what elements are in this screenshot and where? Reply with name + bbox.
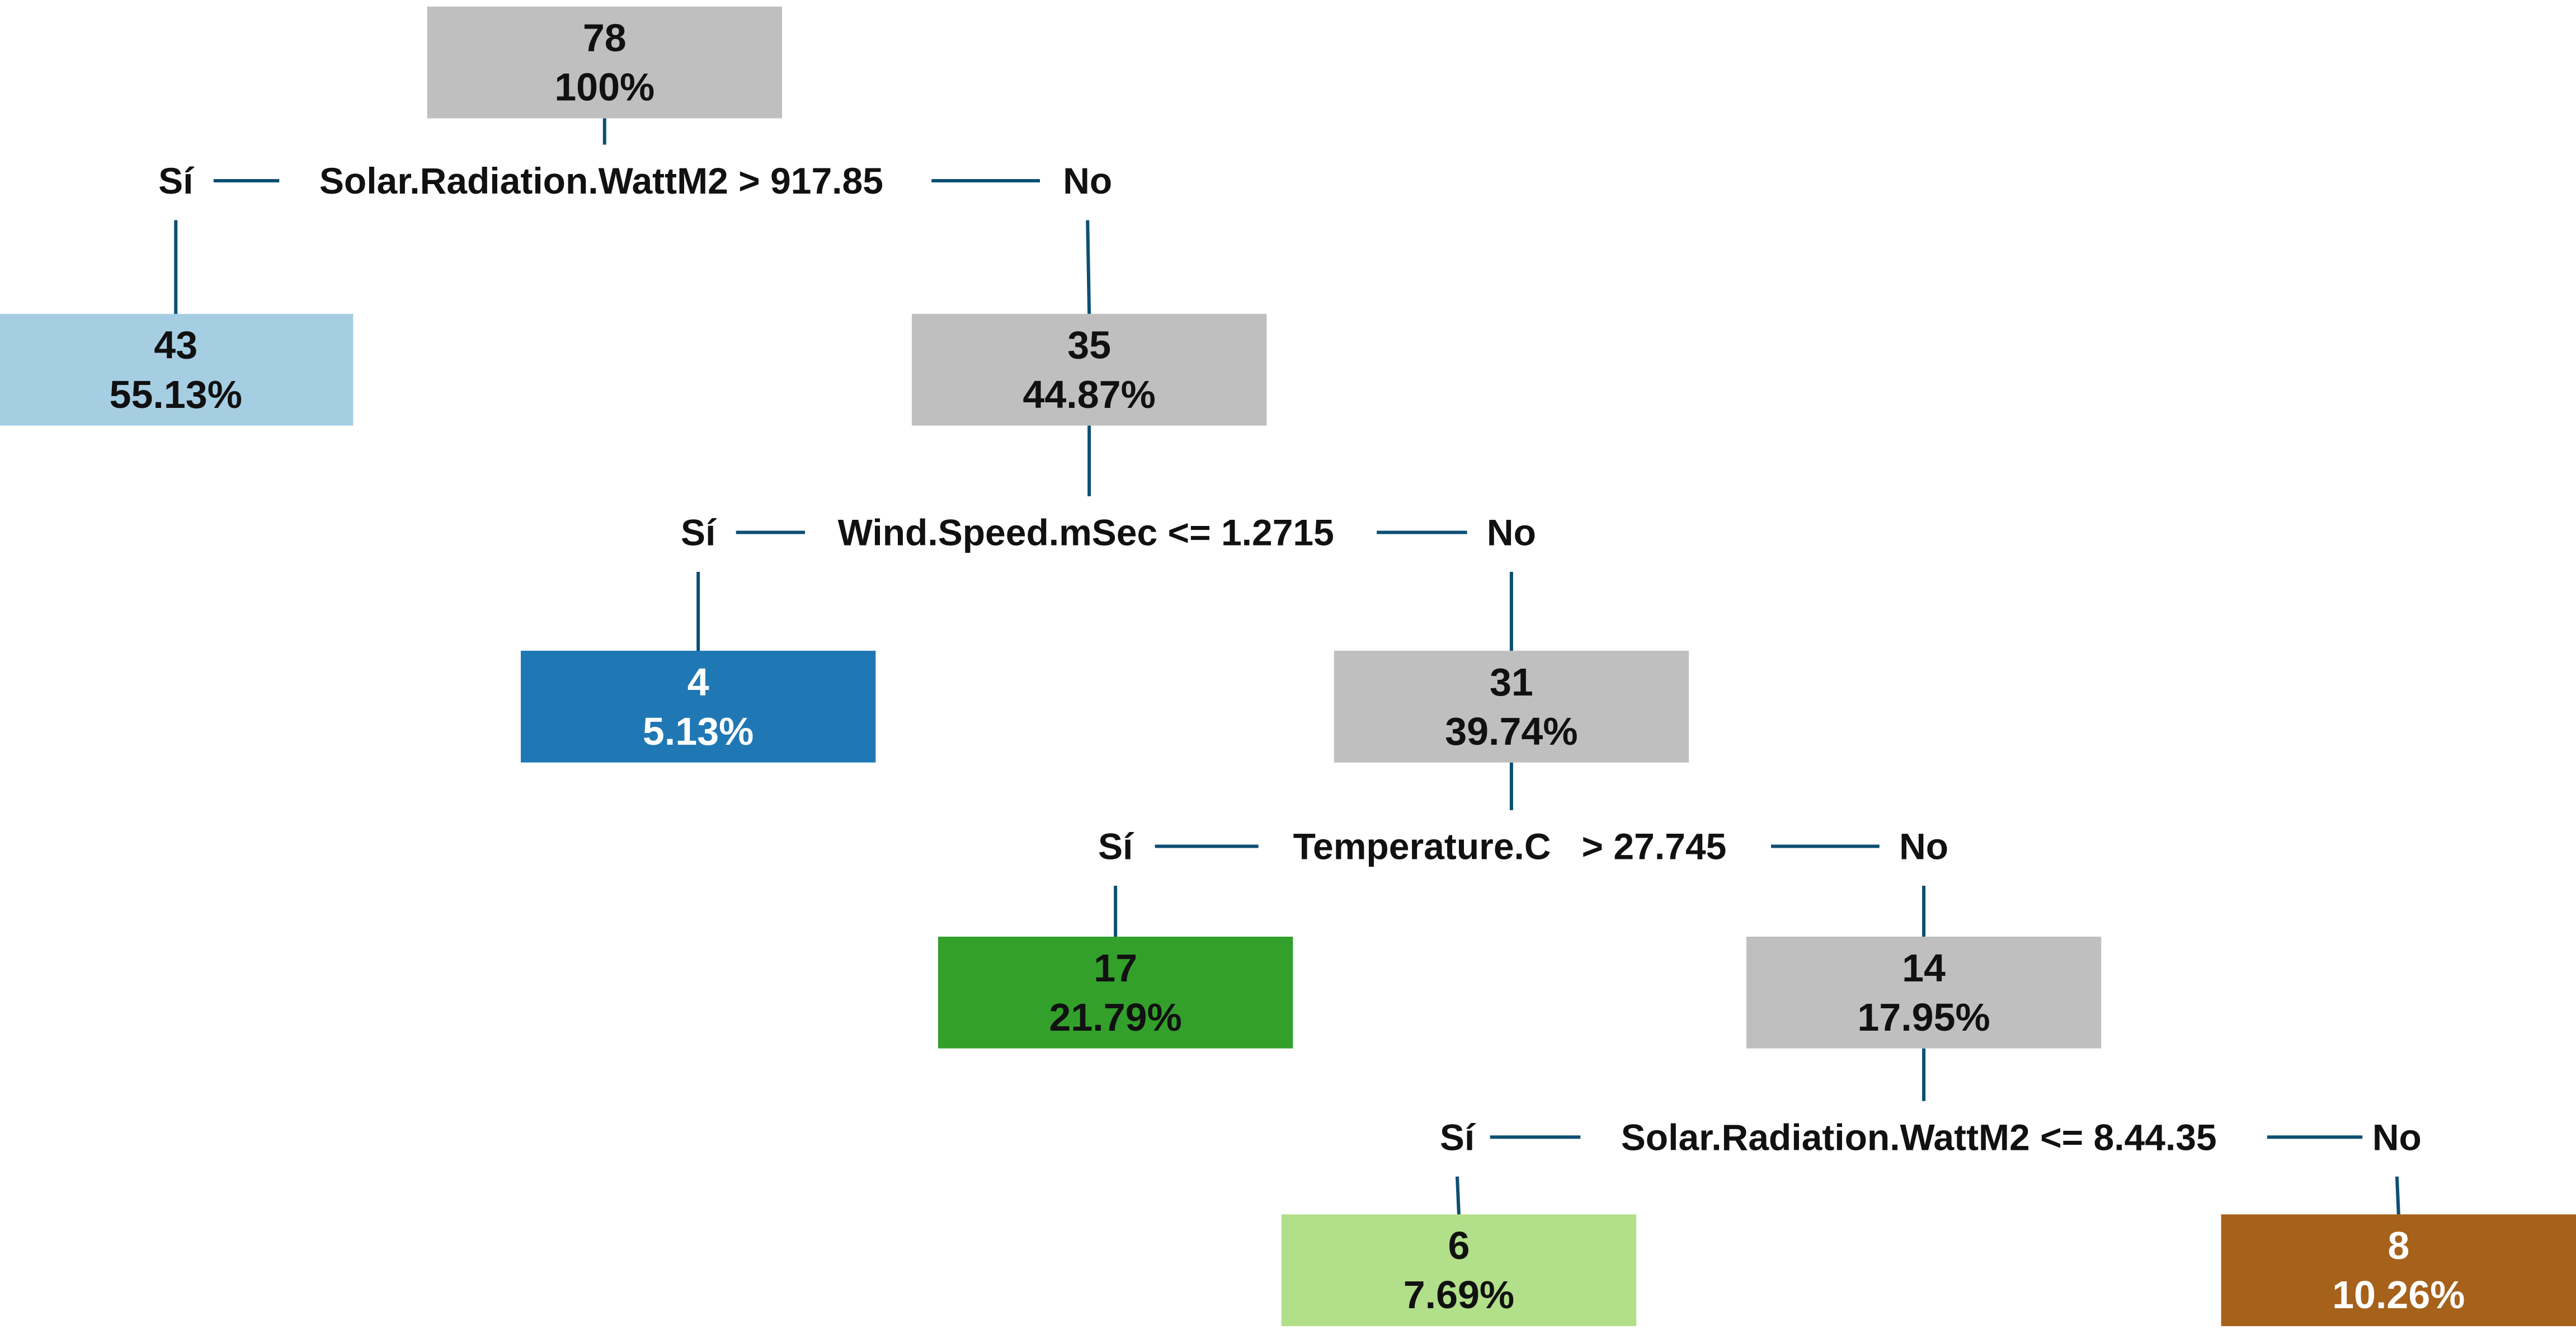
tree-node-root: 78 100% <box>427 6 782 119</box>
tree-node-n43: 43 55.13% <box>0 313 354 426</box>
connector-s4-no-down <box>2395 1176 2400 1215</box>
node-percent: 7.69% <box>1404 1273 1514 1317</box>
node-count: 78 <box>583 16 627 60</box>
node-box <box>427 6 782 119</box>
node-count: 6 <box>1448 1224 1470 1267</box>
node-box <box>0 313 354 426</box>
split-condition: Temperature.C > 27.745 <box>1293 825 1727 867</box>
split-condition: Solar.Radiation.WattM2 <= 8.44.35 <box>1621 1116 2217 1158</box>
tree-node-n17: 17 21.79% <box>938 937 1293 1049</box>
node-percent: 44.87% <box>1023 373 1155 416</box>
split-yes-label: Sí <box>1440 1116 1476 1158</box>
tree-connectors <box>174 118 2400 1215</box>
node-box <box>2221 1214 2576 1327</box>
split-no-label: No <box>1487 512 1536 553</box>
node-percent: 21.79% <box>1049 995 1181 1039</box>
node-box <box>911 313 1267 426</box>
connector-s1-no-down <box>1086 220 1091 314</box>
tree-node-n14: 14 17.95% <box>1746 937 2102 1049</box>
node-percent: 5.13% <box>643 709 754 753</box>
tree-node-n35: 35 44.87% <box>911 313 1267 426</box>
node-count: 35 <box>1067 323 1111 367</box>
node-count: 14 <box>1902 946 1946 990</box>
node-count: 8 <box>2387 1224 2409 1267</box>
node-percent: 10.26% <box>2332 1273 2465 1317</box>
split-yes-label: Sí <box>681 512 717 553</box>
split-no-label: No <box>1063 160 1112 201</box>
node-percent: 55.13% <box>110 373 242 416</box>
node-count: 43 <box>154 323 197 367</box>
node-box <box>1281 1214 1637 1327</box>
tree-node-n8: 8 10.26% <box>2221 1214 2576 1327</box>
split-yes-label: Sí <box>1098 825 1134 867</box>
node-percent: 100% <box>554 65 654 109</box>
node-box <box>520 650 876 763</box>
connector-s4-yes-down <box>1455 1176 1461 1215</box>
node-percent: 39.74% <box>1445 709 1577 753</box>
node-box <box>1334 650 1689 763</box>
tree-node-n31: 31 39.74% <box>1334 650 1689 763</box>
tree-split-labels: Sí Solar.Radiation.WattM2 > 917.85 No Sí Win… <box>158 160 2422 1158</box>
node-box <box>1746 937 2102 1049</box>
tree-node-n6: 6 7.69% <box>1281 1214 1637 1327</box>
node-count: 17 <box>1094 946 1137 990</box>
tree-nodes: 78 100% 43 55.13% 35 44.87% 4 5.13% 31 39.74% 17 21… <box>0 6 2576 1327</box>
tree-node-n4: 4 5.13% <box>520 650 876 763</box>
split-no-label: No <box>1899 825 1948 867</box>
split-condition: Solar.Radiation.WattM2 > 917.85 <box>319 160 883 201</box>
node-box <box>938 937 1293 1049</box>
split-no-label: No <box>2372 1116 2422 1158</box>
node-count: 31 <box>1490 660 1533 704</box>
node-percent: 17.95% <box>1857 995 1990 1039</box>
split-condition: Wind.Speed.mSec <= 1.2715 <box>838 512 1334 553</box>
split-yes-label: Sí <box>158 160 195 201</box>
node-count: 4 <box>687 660 709 704</box>
